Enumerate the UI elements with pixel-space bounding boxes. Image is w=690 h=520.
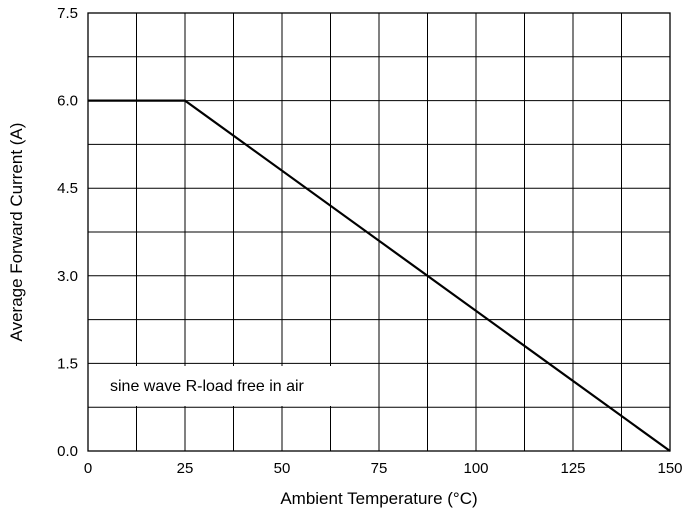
y-tick-labels: 0.0 1.5 3.0 4.5 6.0 7.5: [57, 5, 78, 460]
y-tick-label: 7.5: [57, 5, 78, 22]
x-tick-labels: 0 25 50 75 100 125 150: [84, 460, 683, 477]
y-tick-label: 3.0: [57, 268, 78, 285]
plot-frame: [87, 12, 671, 452]
x-tick-label: 0: [84, 460, 92, 477]
x-tick-label: 150: [657, 460, 682, 477]
annotation-box: [100, 366, 370, 406]
y-tick-label: 6.0: [57, 93, 78, 110]
x-tick-label: 75: [371, 460, 388, 477]
grid: [88, 13, 670, 451]
x-tick-label: 25: [177, 460, 194, 477]
x-tick-label: 50: [274, 460, 291, 477]
y-tick-label: 1.5: [57, 355, 78, 372]
y-axis-label: Average Forward Current (A): [7, 123, 26, 342]
series-layer: [88, 99, 671, 452]
x-tick-label: 125: [560, 460, 585, 477]
x-axis-label: Ambient Temperature (°C): [280, 489, 477, 508]
annotation-text: sine wave R-load free in air: [110, 378, 305, 395]
series-line-0: [88, 99, 671, 452]
y-tick-label: 0.0: [57, 443, 78, 460]
y-tick-label: 4.5: [57, 180, 78, 197]
x-tick-label: 100: [463, 460, 488, 477]
